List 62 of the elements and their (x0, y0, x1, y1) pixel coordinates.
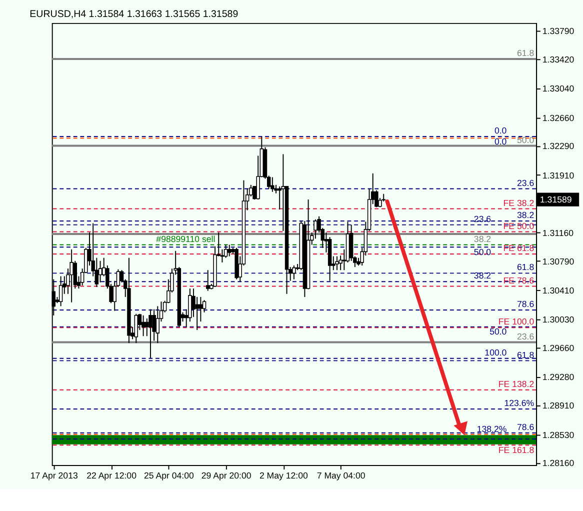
annotation: 78.6 (516, 422, 534, 432)
annotation: 0.0 (494, 136, 507, 146)
y-tick-label: 1.32660 (542, 112, 574, 123)
text: 1.31589 (540, 194, 572, 204)
x-tick-label: 2 May 12:00 (259, 470, 308, 480)
candlestick (134, 313, 138, 344)
candlestick (198, 296, 203, 322)
annotation: 61.8 (516, 262, 534, 272)
annotation: 0.0 (494, 126, 507, 136)
x-tick-label: 17 Apr 2013 (30, 470, 78, 480)
x-tick-label: 7 May 04:00 (316, 470, 366, 480)
chart-title: EURUSD,H4 1.31584 1.31663 1.31565 1.31589 (30, 9, 238, 20)
y-tick-label: 1.28910 (542, 400, 574, 411)
annotation: FE 100.0 (498, 316, 534, 327)
candlestick (70, 248, 74, 303)
candlestick (148, 308, 152, 359)
y-tick-label: 1.33040 (542, 84, 574, 94)
y-tick-label: 1.29660 (542, 343, 574, 354)
annotation: 61.8 (516, 350, 534, 360)
candlestick (145, 318, 149, 337)
y-tick-label: 1.31160 (542, 228, 574, 238)
candlestick (98, 260, 102, 283)
annotation: 100.0 (484, 347, 507, 358)
candlestick (195, 296, 199, 330)
candlestick (58, 276, 63, 307)
candlestick (224, 244, 228, 258)
y-tick-label: 1.30410 (542, 285, 574, 296)
y-tick-label: 1.30790 (542, 256, 574, 266)
x-tick-label: 22 Apr 12:00 (86, 470, 137, 480)
candlestick (314, 218, 318, 240)
annotation: 61.8 (516, 48, 534, 58)
x-tick-label: 25 Apr 04:00 (144, 470, 194, 480)
annotation: FE 138.2 (498, 378, 534, 389)
candlestick (335, 256, 339, 271)
candlestick (206, 270, 210, 292)
candlestick (270, 176, 274, 192)
annotation: 50.0 (490, 326, 507, 337)
y-tick-label: 1.28160 (542, 458, 574, 468)
candlestick (156, 306, 160, 344)
annotation: 38.2 (474, 234, 492, 244)
annotation: FE 161.8 (498, 444, 534, 455)
annotation: #98899110 sell (156, 234, 216, 244)
candlestick (228, 244, 232, 257)
candlestick (292, 265, 296, 280)
annotation: 78.6 (516, 299, 534, 310)
annotation: 38.2 (474, 270, 492, 281)
y-tick-label: 1.32290 (542, 141, 574, 152)
y-tick-label: 1.30030 (542, 314, 574, 325)
x-tick-label: 29 Apr 20:00 (201, 470, 252, 480)
annotation: 138.2% (476, 424, 507, 434)
y-tick-label: 1.31910 (542, 170, 574, 180)
y-tick-label: 1.29280 (542, 372, 574, 382)
y-tick-label: 1.33790 (542, 26, 574, 36)
annotation: 123.6% (504, 398, 534, 408)
y-tick-label: 1.33420 (542, 54, 574, 64)
annotation: 23.6 (516, 331, 534, 342)
annotation: 50.0 (474, 246, 492, 257)
annotation: 38.2 (516, 210, 534, 220)
candlestick (141, 314, 146, 337)
annotation: FE 38.2 (503, 198, 534, 208)
annotation: 23.6 (516, 178, 534, 188)
y-tick-label: 1.28530 (542, 430, 574, 440)
